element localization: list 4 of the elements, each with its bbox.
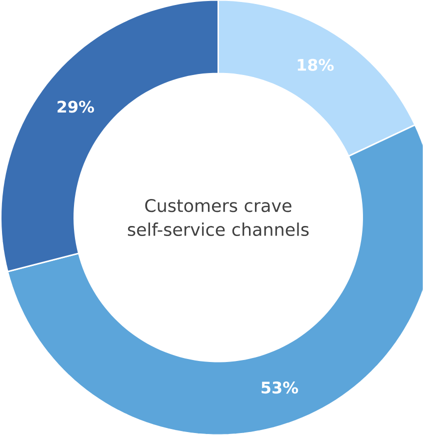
data-label: 18% (298, 58, 334, 71)
data-label: 53% (262, 382, 298, 394)
data-label: 29% (58, 100, 94, 113)
text: Customers crave self-service channels (128, 198, 309, 236)
